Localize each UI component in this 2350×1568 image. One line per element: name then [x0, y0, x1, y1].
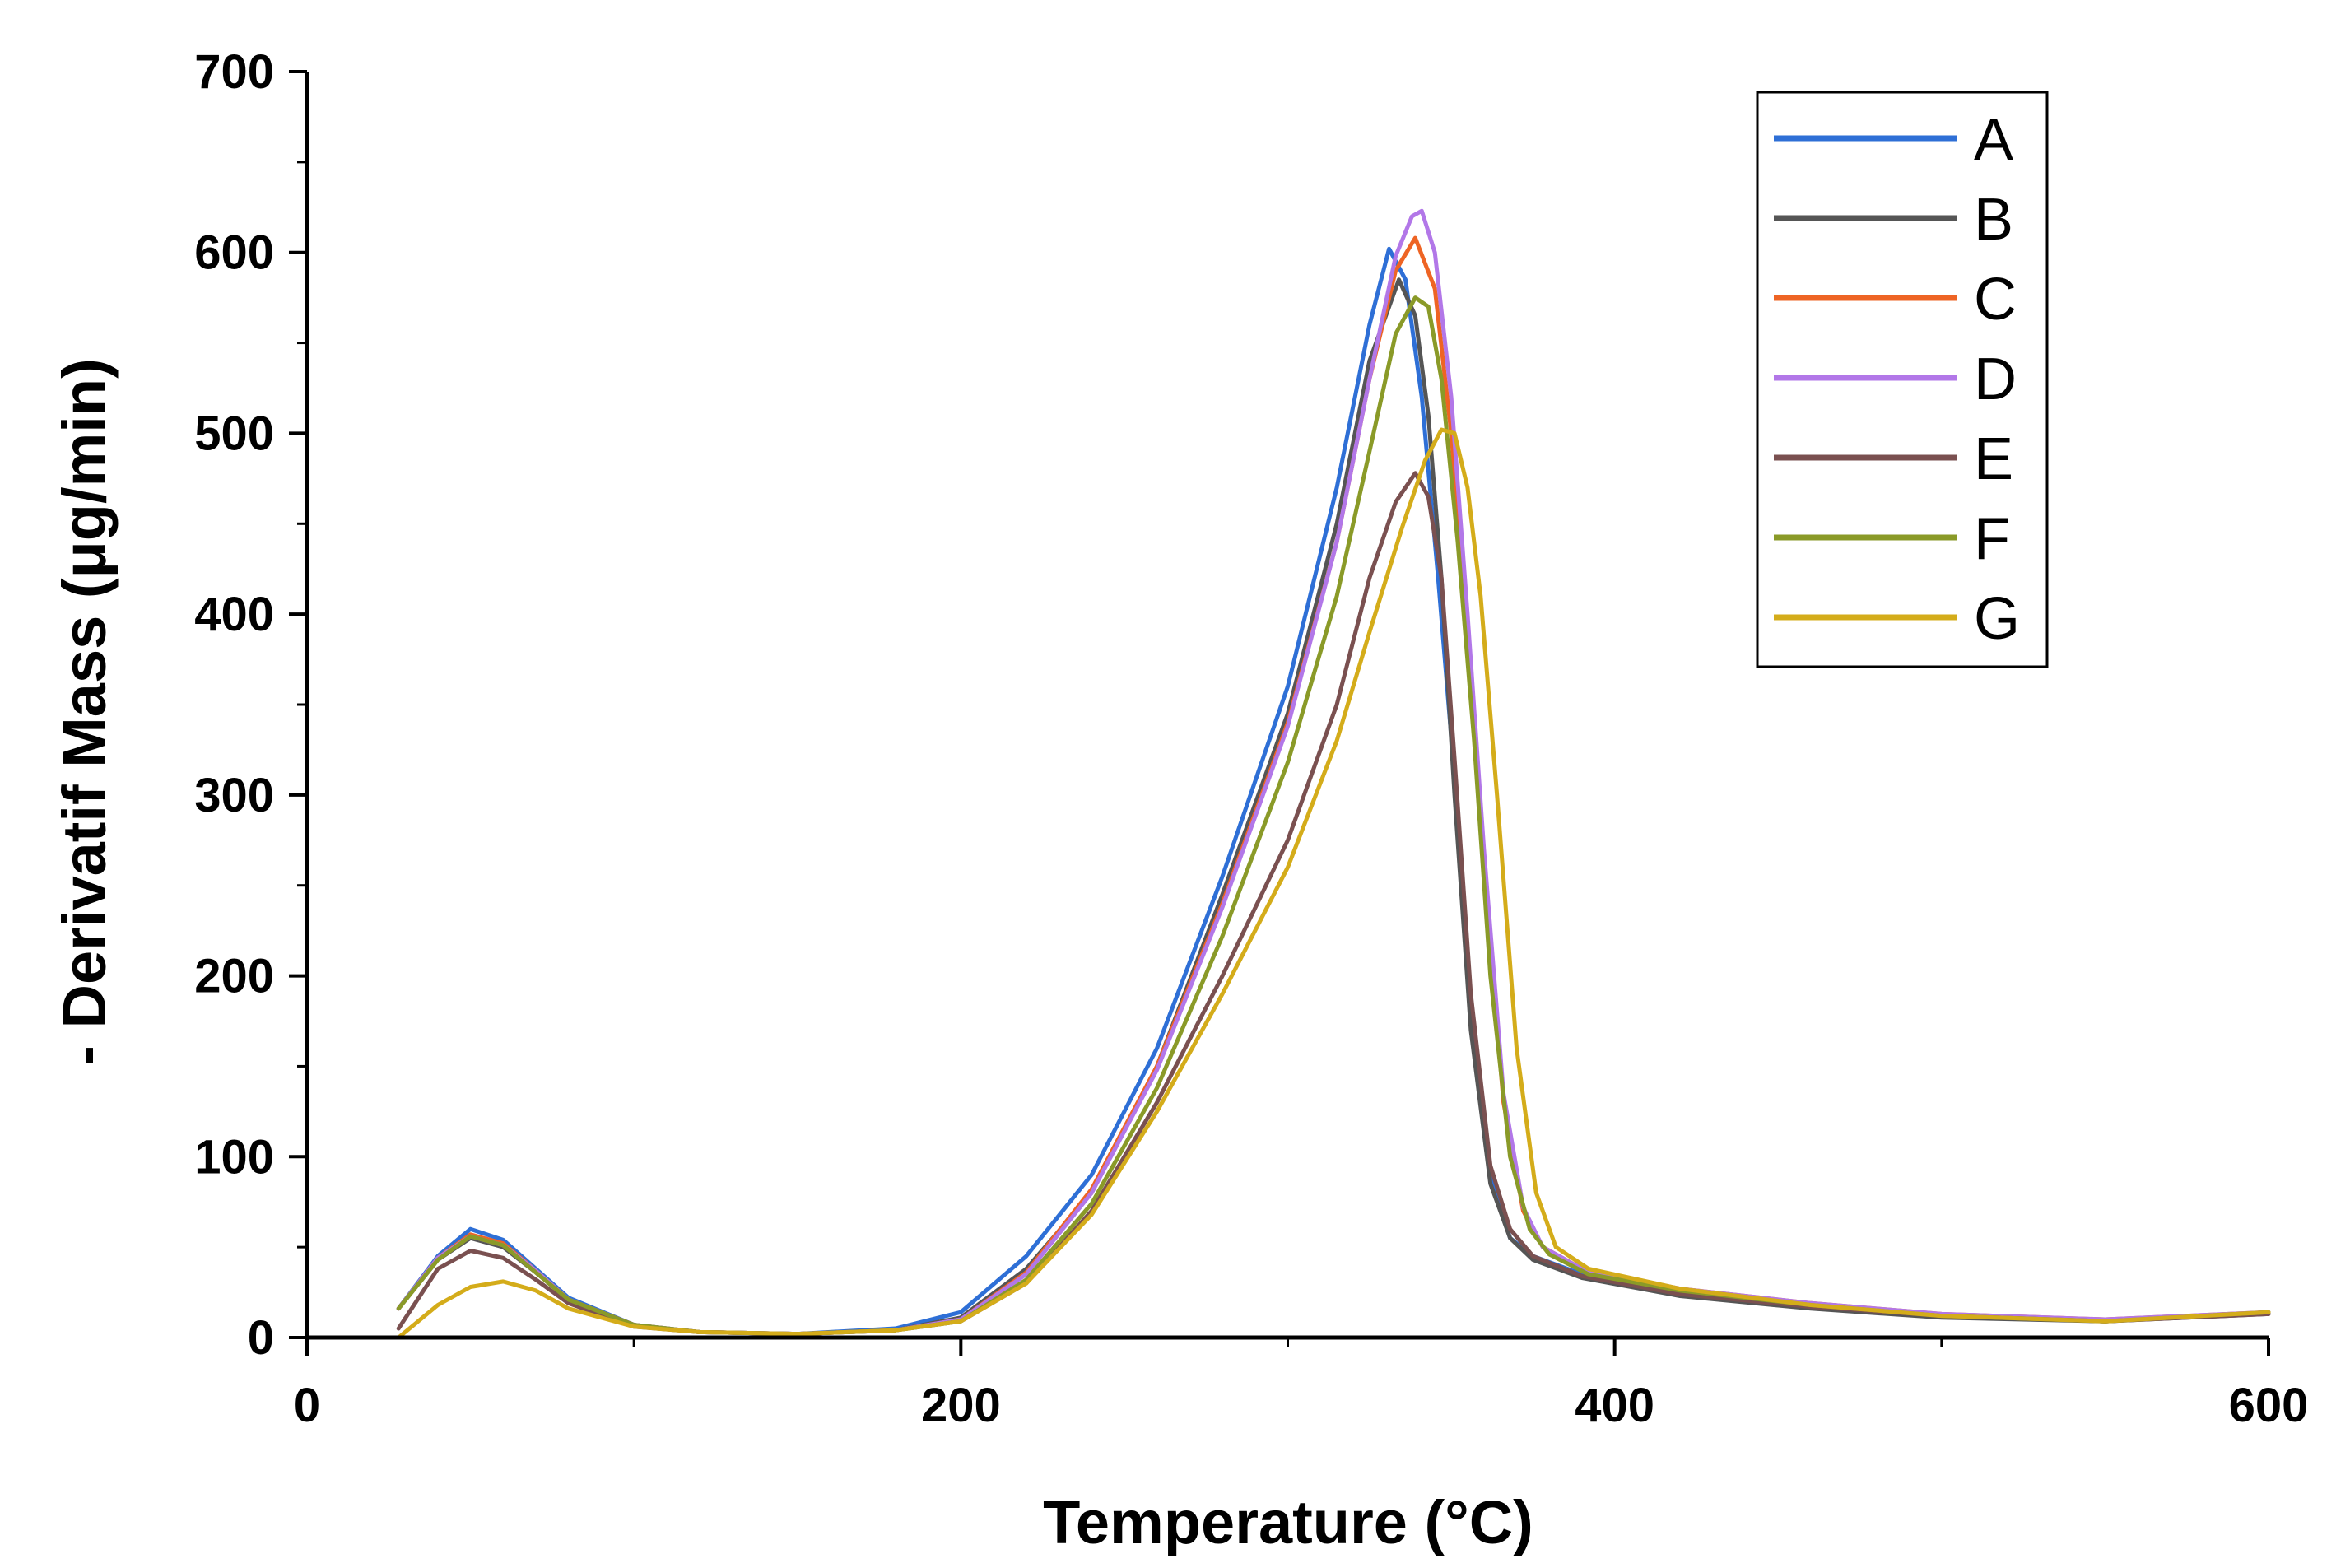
y-tick-label: 700	[194, 45, 274, 99]
series-line-g	[396, 427, 2271, 1340]
y-tick-label: 200	[194, 950, 274, 1003]
x-tick-label: 400	[1575, 1379, 1654, 1432]
legend-label-c: C	[1974, 267, 2017, 333]
y-tick-label: 500	[194, 407, 274, 460]
series-lines	[396, 208, 2271, 1340]
y-tick-label: 300	[194, 769, 274, 822]
x-tick-label: 0	[294, 1379, 320, 1432]
y-axis-title: - Derivatif Mass (μg/min)	[50, 358, 119, 1065]
legend-label-a: A	[1974, 107, 2013, 173]
y-ticks: 0 100 200 300 400 500 600 700	[194, 45, 307, 1365]
series-line-f	[396, 295, 2271, 1337]
legend-label-d: D	[1974, 347, 2017, 412]
y-tick-label: 100	[194, 1130, 274, 1184]
legend-label-g: G	[1974, 586, 2020, 652]
legend-label-f: F	[1974, 506, 2010, 572]
plot-area: 0 100 200 300 400 500 600 700 0 200 400 600	[194, 45, 2308, 1432]
x-ticks: 0 200 400 600	[294, 1338, 2309, 1432]
legend-label-e: E	[1974, 426, 2013, 492]
x-tick-label: 200	[921, 1379, 1001, 1432]
x-axis-title: Temperature (°C)	[1043, 1488, 1533, 1556]
y-tick-label: 0	[248, 1311, 274, 1365]
legend-label-b: B	[1974, 187, 2013, 253]
y-tick-label: 400	[194, 588, 274, 641]
x-tick-label: 600	[2229, 1379, 2309, 1432]
series-line-e	[396, 471, 2271, 1337]
y-tick-label: 600	[194, 226, 274, 280]
